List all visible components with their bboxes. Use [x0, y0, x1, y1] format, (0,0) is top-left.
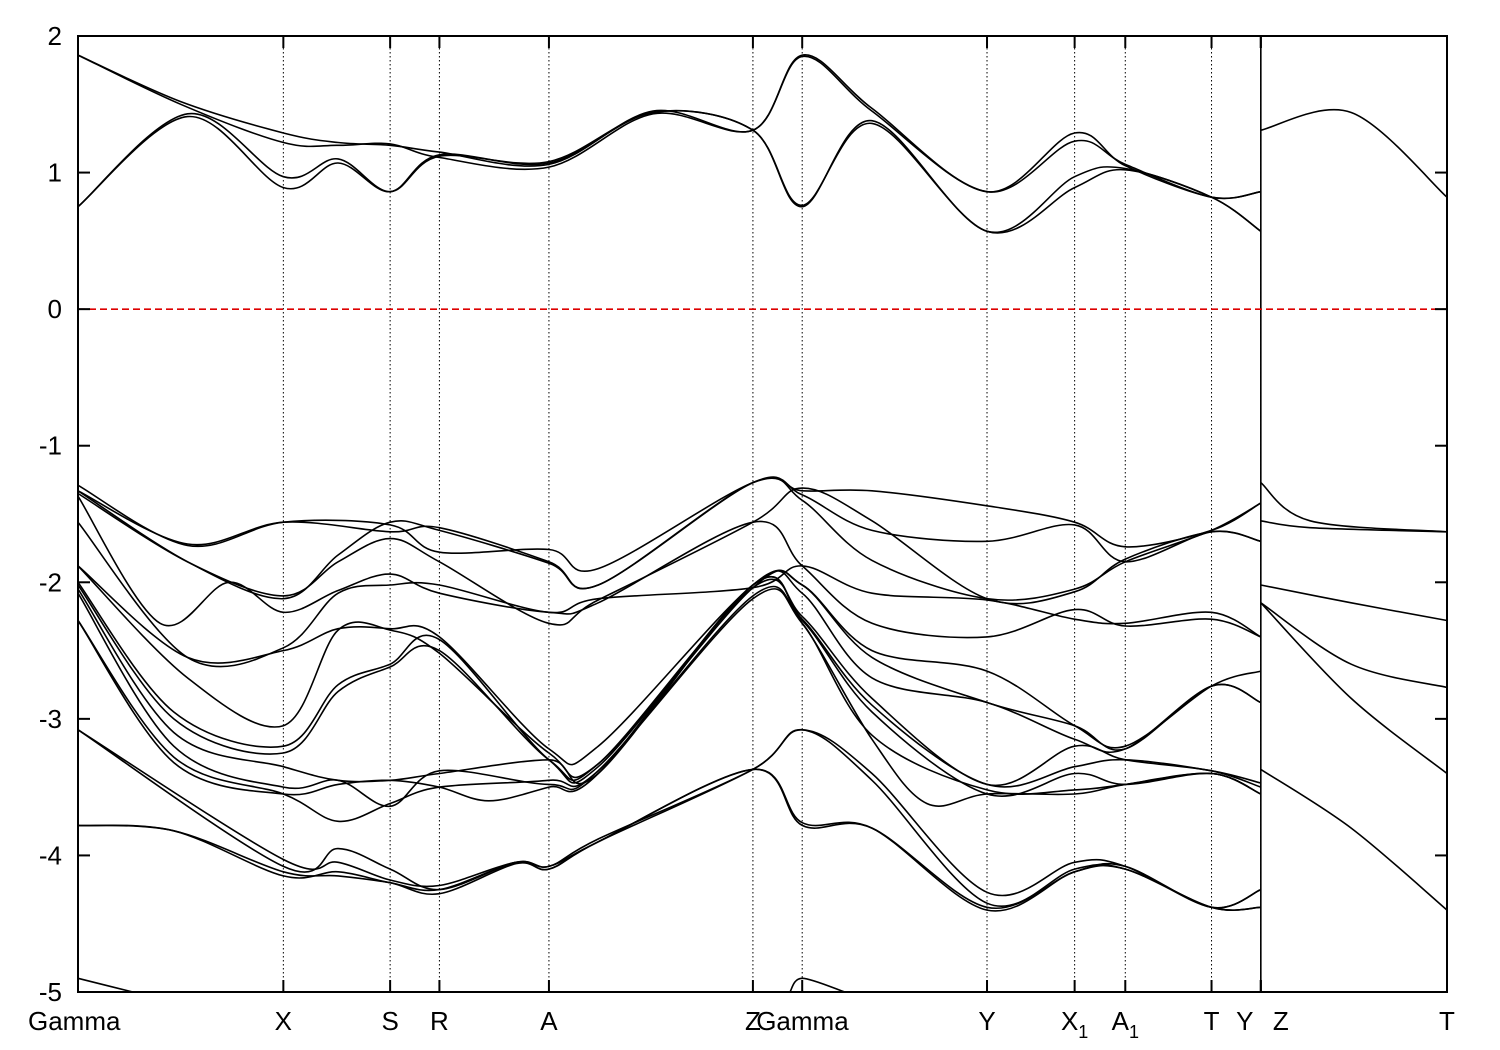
band-line	[77, 476, 1262, 601]
x-tick-label: A1	[1112, 1006, 1139, 1042]
band-line	[77, 728, 1262, 909]
x-tick-label: Gamma	[756, 1006, 849, 1036]
band-line	[77, 109, 1262, 234]
x-tick-label: T	[1439, 1006, 1455, 1036]
band-line	[1260, 602, 1448, 775]
band-line	[1260, 108, 1448, 198]
band-line	[77, 585, 1262, 808]
band-line	[77, 570, 1262, 784]
band-line	[77, 576, 1261, 788]
x-tick-label: S	[381, 1006, 398, 1036]
band-line	[1260, 584, 1448, 622]
band-lines	[77, 36, 1448, 993]
band-line	[77, 768, 1261, 912]
y-tick-label: -4	[39, 840, 62, 870]
y-tick-label: -2	[39, 567, 62, 597]
band-line	[77, 54, 1261, 200]
x-tick-label: Y	[1236, 1006, 1253, 1036]
y-tick-label: 1	[48, 158, 62, 188]
x-tick-label: Z	[745, 1006, 761, 1036]
band-line	[789, 977, 845, 993]
band-line	[77, 495, 1262, 639]
band-line	[1260, 481, 1448, 533]
x-tick-label: X1	[1061, 1006, 1088, 1042]
y-tick-label: 2	[48, 21, 62, 51]
band-line	[77, 576, 1262, 807]
y-axis: 2 1 0 -1 -2 -3 -4 -5	[39, 21, 1447, 1007]
y-tick-label: -5	[39, 977, 62, 1007]
band-line	[77, 977, 133, 993]
x-tick-label: A	[540, 1006, 558, 1036]
y-tick-label: -1	[39, 431, 62, 461]
x-tick-label: T	[1204, 1006, 1220, 1036]
band-line	[77, 54, 1261, 200]
band-line	[77, 521, 1262, 668]
band-line	[1260, 520, 1448, 533]
band-line	[77, 476, 1261, 590]
band-line	[77, 588, 1262, 823]
kpoint-divider-lines	[282, 36, 1262, 992]
y-tick-label: -3	[39, 704, 62, 734]
band-line	[77, 728, 1261, 911]
band-line	[1260, 602, 1448, 689]
band-line	[77, 578, 1262, 788]
band-line	[77, 565, 1262, 766]
band-line	[77, 487, 1261, 626]
band-line	[1260, 768, 1448, 911]
x-tick-label: R	[430, 1006, 449, 1036]
y-tick-label: 0	[48, 294, 62, 324]
plot-frame	[77, 35, 1448, 993]
band-line	[77, 110, 1262, 234]
band-line	[77, 477, 1262, 572]
x-tick-label: Gamma	[28, 1006, 121, 1036]
x-tick-label: X	[275, 1006, 292, 1036]
x-tick-label: Y	[978, 1006, 995, 1036]
x-tick-label: Z	[1273, 1006, 1289, 1036]
